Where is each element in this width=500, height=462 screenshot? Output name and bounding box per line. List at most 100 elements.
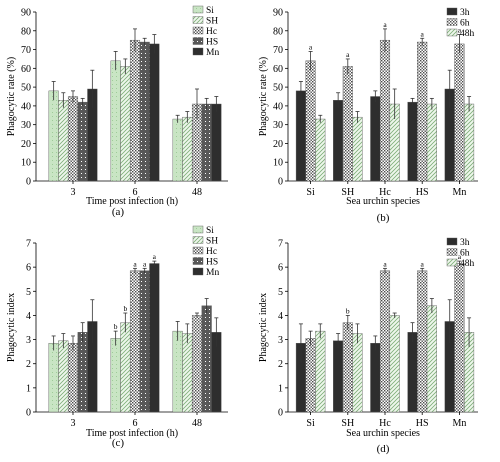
- bar: [315, 118, 326, 182]
- significance-label: a: [383, 259, 387, 268]
- significance-label: a: [458, 252, 462, 261]
- legend-label: SH: [206, 237, 218, 247]
- legend-label: Mn: [206, 268, 219, 278]
- significance-label: a: [309, 42, 313, 51]
- y-tick-label: 90: [21, 8, 31, 19]
- y-tick-label: 60: [21, 64, 31, 75]
- x-tick-label: 48: [192, 187, 202, 198]
- y-tick-label: 30: [21, 120, 31, 131]
- y-tick-label: 10: [273, 158, 283, 169]
- legend-swatch: [192, 267, 204, 276]
- y-tick-label: 0: [278, 408, 283, 419]
- y-tick-label: 2: [278, 359, 283, 370]
- significance-label: b: [123, 304, 127, 313]
- legend-label: 48h: [460, 29, 475, 39]
- legend-label: 6h: [460, 249, 470, 259]
- y-tick-label: 4: [26, 311, 31, 322]
- legend-swatch: [446, 248, 458, 256]
- bar: [417, 41, 428, 182]
- y-tick-label: 70: [21, 45, 31, 56]
- x-tick-label: Hc: [379, 418, 391, 429]
- legend-label: 3h: [460, 238, 470, 248]
- y-tick-label: 3: [26, 335, 31, 346]
- bar: [417, 270, 428, 413]
- legend-swatch: [192, 225, 204, 234]
- bar: [333, 100, 344, 182]
- bar: [48, 90, 59, 182]
- y-tick-label: 20: [21, 139, 31, 150]
- bar: [379, 39, 391, 182]
- y-tick-label: 40: [21, 101, 31, 112]
- bar: [77, 101, 88, 182]
- y-tick-label: 90: [273, 8, 283, 19]
- chart-panel-b: 0 10 20 30 40 50 60 70 80 90 Phagocytic rate (%) a S…: [258, 7, 478, 224]
- y-tick-label: 7: [26, 239, 31, 250]
- bar: [305, 338, 316, 413]
- bar: [407, 332, 418, 413]
- x-tick-label: Si: [306, 187, 315, 198]
- legend-swatch: [446, 7, 458, 16]
- bar: [464, 103, 475, 182]
- x-axis-label: Time post infection (h): [86, 196, 178, 207]
- legend-label: HS: [206, 38, 218, 48]
- significance-label: b: [346, 306, 350, 315]
- y-tick-label: 7: [278, 239, 283, 250]
- x-axis-label: Time post infection (h): [86, 428, 178, 439]
- legend-swatch: [192, 246, 204, 255]
- bar: [389, 315, 400, 413]
- bar: [139, 270, 150, 413]
- bar: [48, 342, 59, 413]
- x-tick-label: SH: [341, 418, 354, 429]
- x-tick-label: Si: [306, 418, 315, 429]
- bar: [407, 101, 418, 182]
- bar: [370, 96, 381, 182]
- significance-label: a: [383, 20, 387, 29]
- y-tick-label: 60: [273, 64, 283, 75]
- bar: [110, 60, 121, 182]
- x-tick-label: Hc: [379, 187, 391, 198]
- bar: [67, 96, 79, 182]
- legend-label: Hc: [206, 27, 217, 37]
- legend-label: SH: [206, 17, 218, 27]
- y-tick-label: 2: [26, 359, 31, 370]
- y-tick-label: 0: [278, 177, 283, 188]
- bar: [110, 338, 121, 413]
- y-tick-label: 20: [273, 139, 283, 150]
- legend-swatch: [446, 18, 458, 26]
- legend-swatch: [446, 28, 458, 37]
- x-tick-label: Mn: [452, 418, 466, 429]
- bar: [182, 333, 193, 413]
- chart-panel-a: 0 10 20 30 40 50 60 70 80 90 Phagocytic rate (%) 3 6…: [6, 5, 228, 218]
- y-tick-label: 3: [278, 335, 283, 346]
- bar: [58, 100, 69, 182]
- y-tick-label: 50: [273, 83, 283, 94]
- bar: [172, 118, 183, 182]
- legend-label: 48h: [460, 259, 475, 269]
- y-tick-label: 40: [273, 101, 283, 112]
- significance-label: a: [133, 259, 137, 268]
- legend-label: HS: [206, 258, 218, 268]
- y-tick-label: 6: [26, 263, 31, 274]
- panel-label: (a): [112, 206, 125, 218]
- bar: [295, 90, 306, 182]
- y-axis-label: Phagocytic rate (%): [258, 57, 269, 136]
- significance-label: a: [153, 252, 157, 261]
- bar: [129, 39, 141, 182]
- legend-label: Mn: [206, 48, 219, 58]
- x-tick-label: 6: [133, 418, 138, 429]
- bar: [149, 263, 160, 413]
- x-axis-label: Sea urchin species: [346, 196, 420, 207]
- legend-swatch: [192, 26, 204, 35]
- bar: [352, 333, 363, 413]
- legend-label: 6h: [460, 19, 470, 29]
- bar: [454, 263, 465, 413]
- chart-panel-d: 0 1 2 3 4 5 6 7 Phagocytic index Si b SH a Hc a HS a Mn Se…: [258, 237, 478, 455]
- legend-label: Si: [206, 226, 214, 236]
- legend-swatch: [446, 237, 458, 246]
- significance-label: a: [421, 259, 425, 268]
- bar: [201, 305, 212, 413]
